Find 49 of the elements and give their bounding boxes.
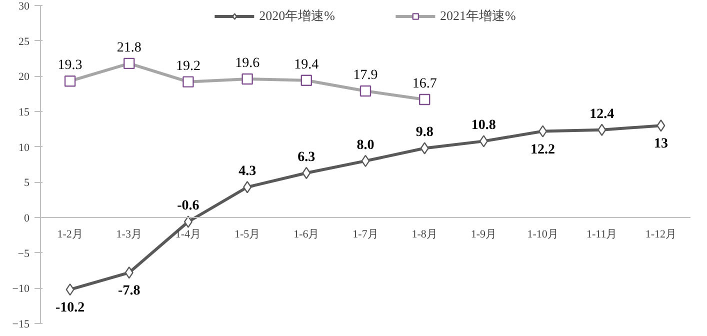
point bbox=[479, 135, 488, 148]
x-tick-label: 1-2月 bbox=[57, 228, 83, 240]
point bbox=[184, 216, 192, 228]
point bbox=[124, 266, 134, 279]
y-tick-label: 0 bbox=[24, 212, 30, 224]
data-label: 10.8 bbox=[471, 118, 496, 134]
y-tick-label: −10 bbox=[12, 283, 30, 296]
x-tick-label: 1-7月 bbox=[352, 228, 378, 240]
legend-label: 2020年增速% bbox=[259, 7, 335, 25]
point bbox=[538, 125, 548, 138]
point bbox=[243, 181, 252, 194]
x-tick-label: 1-8月 bbox=[412, 228, 438, 240]
y-tick-label: 15 bbox=[18, 106, 30, 118]
data-label: 13 bbox=[654, 136, 668, 152]
data-label: -0.6 bbox=[177, 198, 200, 214]
data-label: 19.4 bbox=[294, 57, 319, 72]
data-label: 19.6 bbox=[235, 56, 260, 71]
y-tick-label: 30 bbox=[18, 0, 30, 12]
x-tick-label: 1-3月 bbox=[116, 228, 142, 240]
data-label: 19.3 bbox=[58, 58, 82, 74]
data-label: 9.8 bbox=[416, 125, 434, 140]
x-tick-label: 1-11月 bbox=[586, 228, 618, 240]
y-tick-label: −5 bbox=[18, 248, 30, 260]
x-tick-label: 1-9月 bbox=[470, 228, 497, 240]
point bbox=[598, 124, 606, 136]
data-label: -7.8 bbox=[118, 284, 140, 299]
data-label: 17.9 bbox=[353, 68, 378, 84]
data-label: 16.7 bbox=[412, 76, 437, 92]
point bbox=[420, 142, 429, 154]
data-label: 4.3 bbox=[238, 164, 256, 180]
x-tick-label: 1-6月 bbox=[294, 228, 320, 240]
legend-label: 2021年增速% bbox=[440, 7, 516, 25]
point bbox=[656, 120, 666, 132]
data-label: 12.2 bbox=[530, 142, 556, 158]
data-label: 12.4 bbox=[590, 106, 614, 122]
data-label: 6.3 bbox=[298, 150, 316, 165]
y-tick-label: 5 bbox=[24, 177, 30, 190]
y-tick-label: 20 bbox=[18, 71, 30, 84]
data-label: -10.2 bbox=[55, 300, 85, 316]
x-tick-label: 1-4月 bbox=[175, 228, 202, 240]
x-tick-label: 1-5月 bbox=[234, 228, 260, 240]
data-label: 8.0 bbox=[356, 138, 374, 153]
y-tick-label: 10 bbox=[18, 142, 30, 154]
y-tick-label: 25 bbox=[18, 36, 30, 48]
y-tick-label: −15 bbox=[12, 318, 30, 330]
data-label: 21.8 bbox=[116, 40, 142, 56]
x-tick-label: 1-12月 bbox=[645, 228, 677, 240]
data-label: 19.2 bbox=[176, 58, 200, 74]
x-tick-label: 1-10月 bbox=[527, 228, 558, 240]
